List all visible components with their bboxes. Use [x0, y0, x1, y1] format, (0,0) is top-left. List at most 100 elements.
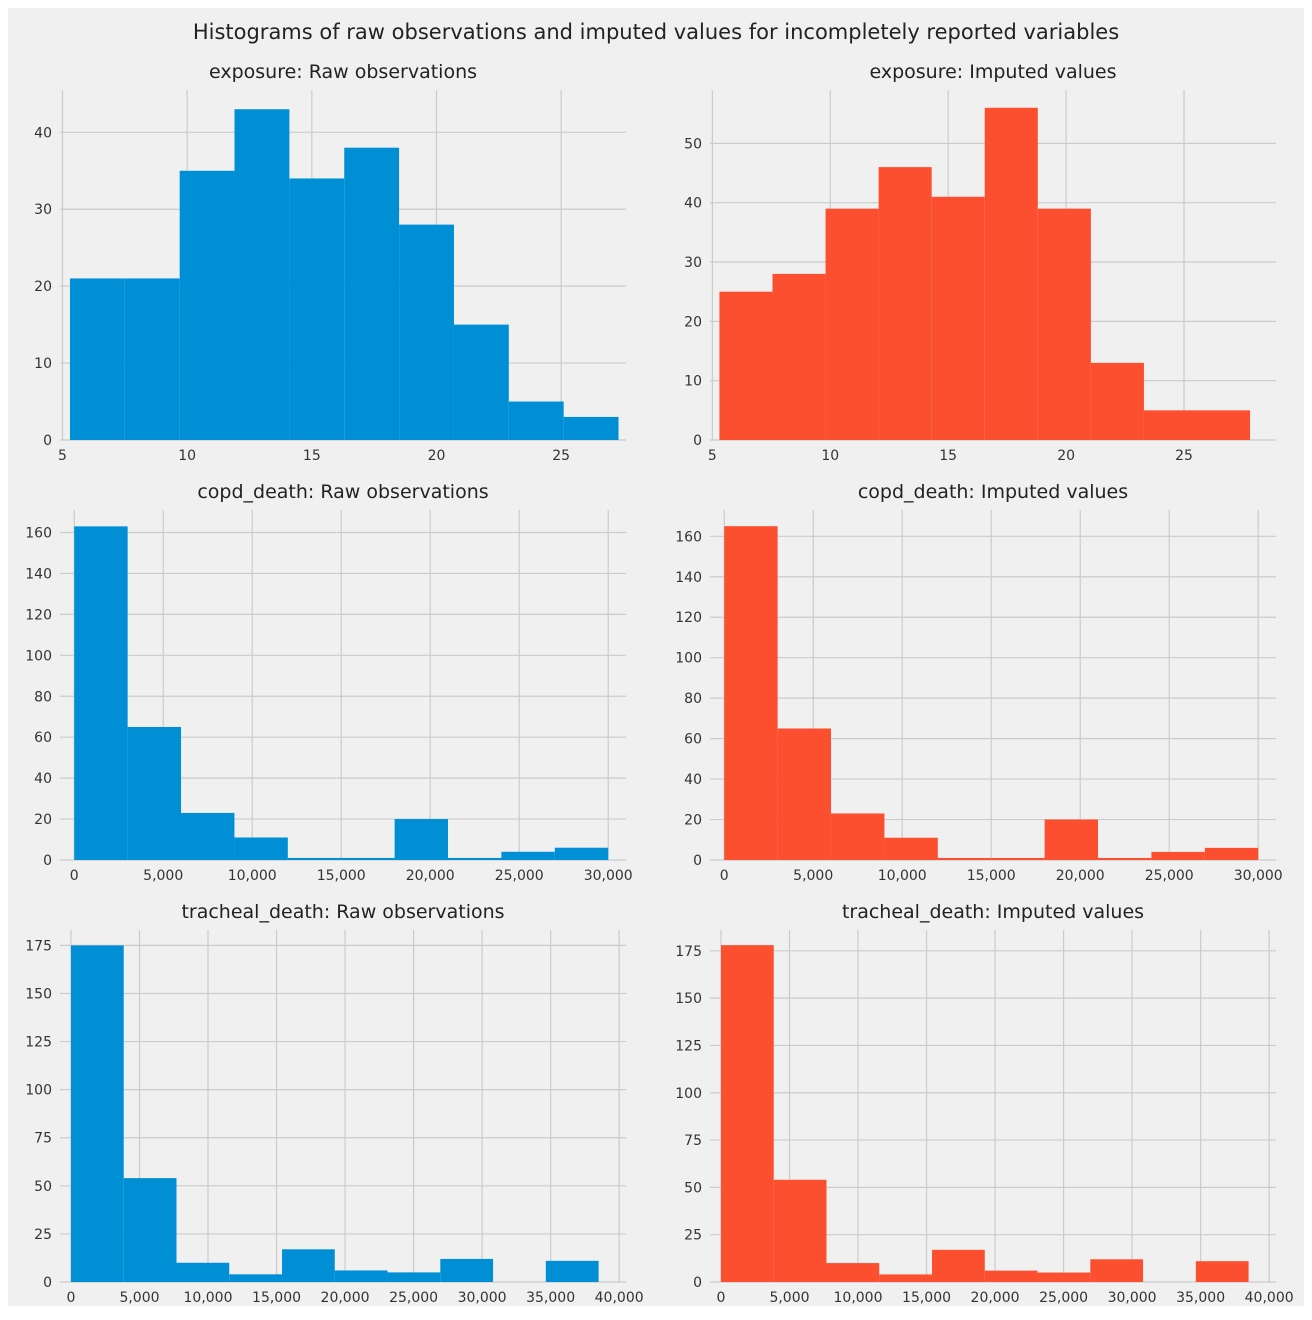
- histogram-bar: [234, 837, 288, 860]
- subplot-title: copd_death: Imputed values: [858, 481, 1128, 503]
- x-tick-label: 0: [67, 1290, 76, 1306]
- histogram-bar: [448, 857, 502, 860]
- histogram-bar: [289, 178, 345, 440]
- x-tick-label: 25: [552, 448, 570, 464]
- x-tick-label: 5: [58, 448, 67, 464]
- histogram-bar: [1204, 847, 1259, 860]
- x-tick-label: 30,000: [1234, 868, 1283, 884]
- x-tick-label: 15,000: [252, 1290, 301, 1306]
- histogram-bar: [1037, 208, 1091, 440]
- histogram-bar: [931, 196, 985, 440]
- histogram-bar: [554, 847, 609, 860]
- histogram-bar: [884, 837, 938, 860]
- y-tick-label: 60: [34, 730, 52, 746]
- x-tick-label: 5: [708, 448, 717, 464]
- y-tick-label: 80: [34, 689, 52, 705]
- histogram-bar: [1151, 851, 1205, 860]
- x-tick-label: 10: [178, 448, 196, 464]
- y-tick-label: 125: [25, 1035, 52, 1051]
- y-tick-label: 150: [675, 991, 702, 1007]
- histogram-bar: [984, 107, 1038, 441]
- subplot-6: 0 25 50 75 100 125 150 175 0 5,000 10,000 15,000 20,…: [675, 901, 1293, 1306]
- histogram-bar: [545, 1260, 599, 1282]
- histogram-bar: [282, 1249, 335, 1282]
- histogram-bar: [127, 726, 182, 860]
- x-tick-label: 15,000: [902, 1290, 951, 1306]
- subplot-3: 0 20 40 60 80 100 120 140 160 0 5,000 10,000 15,000 2…: [25, 481, 632, 884]
- histogram-bar: [334, 1270, 388, 1282]
- histogram-grid: 0 10 20 30 40 5 10 15 20 25 exposure: Raw observat…: [25, 61, 1293, 1306]
- histogram-bar: [341, 857, 395, 860]
- x-tick-label: 25,000: [1145, 868, 1194, 884]
- x-tick-label: 5,000: [769, 1290, 809, 1306]
- histogram-bar: [287, 857, 342, 860]
- x-tick-label: 35,000: [1176, 1290, 1225, 1306]
- histogram-bar: [399, 224, 454, 440]
- x-tick-label: 20,000: [321, 1290, 370, 1306]
- histogram-bar: [453, 324, 509, 440]
- x-tick-label: 40,000: [1245, 1290, 1294, 1306]
- x-tick-label: 20,000: [1056, 868, 1105, 884]
- y-tick-label: 25: [684, 1228, 702, 1244]
- x-tick-label: 20: [428, 448, 446, 464]
- x-tick-label: 25,000: [495, 868, 544, 884]
- subplot-5: 0 25 50 75 100 125 150 175 0 5,000 10,000 15,000 20,…: [25, 901, 643, 1306]
- y-tick-label: 50: [684, 136, 702, 152]
- y-tick-label: 60: [684, 732, 702, 748]
- histogram-bar: [1098, 857, 1152, 860]
- subplot-1: 0 10 20 30 40 5 10 15 20 25 exposure: Raw observat…: [34, 61, 626, 464]
- y-tick-label: 25: [34, 1227, 52, 1243]
- y-tick-label: 0: [693, 853, 702, 869]
- x-tick-label: 15,000: [317, 868, 366, 884]
- histogram-bar: [825, 208, 879, 440]
- histogram-bar: [720, 945, 774, 1282]
- subplot-4: 0 20 40 60 80 100 120 140 160 0 5,000 10,000 15,000 2…: [675, 481, 1282, 884]
- subplot-title: tracheal_death: Imputed values: [842, 901, 1144, 923]
- y-tick-label: 0: [693, 433, 702, 449]
- histogram-bar: [508, 401, 564, 440]
- y-tick-label: 100: [25, 1083, 52, 1099]
- y-tick-label: 0: [43, 1275, 52, 1291]
- x-tick-label: 0: [717, 1290, 726, 1306]
- x-tick-label: 25,000: [1039, 1290, 1088, 1306]
- y-tick-label: 40: [34, 125, 52, 141]
- subplot-2: 0 10 20 30 40 50 5 10 15 20 25 exposure: Imputed va…: [684, 61, 1276, 464]
- x-tick-label: 20: [1057, 448, 1075, 464]
- x-tick-label: 5,000: [143, 868, 183, 884]
- histogram-bar: [1044, 819, 1099, 860]
- histogram-bar: [878, 167, 932, 440]
- x-tick-label: 20,000: [406, 868, 455, 884]
- x-tick-label: 5,000: [793, 868, 833, 884]
- y-tick-label: 0: [43, 433, 52, 449]
- x-tick-label: 25: [1175, 448, 1193, 464]
- x-tick-label: 0: [70, 868, 79, 884]
- y-tick-label: 150: [25, 986, 52, 1002]
- histogram-bar: [773, 1179, 827, 1282]
- x-tick-label: 15: [939, 448, 957, 464]
- y-tick-label: 30: [684, 255, 702, 271]
- histogram-bar: [74, 526, 128, 860]
- y-tick-label: 160: [25, 526, 52, 542]
- y-tick-label: 0: [693, 1275, 702, 1291]
- histogram-bar: [1195, 1261, 1249, 1282]
- subplot-title: exposure: Imputed values: [870, 61, 1117, 83]
- y-tick-label: 10: [684, 374, 702, 390]
- histogram-bar: [879, 1274, 933, 1282]
- histogram-bar: [932, 1249, 985, 1282]
- histogram-bar: [70, 945, 124, 1282]
- histogram-bar: [344, 147, 400, 440]
- x-tick-label: 30,000: [1108, 1290, 1157, 1306]
- x-tick-label: 10,000: [228, 868, 277, 884]
- y-tick-label: 50: [684, 1180, 702, 1196]
- histogram-bar: [777, 728, 832, 860]
- y-tick-label: 75: [34, 1131, 52, 1147]
- histogram-bar: [387, 1272, 441, 1282]
- y-tick-label: 10: [34, 356, 52, 372]
- y-tick-label: 0: [43, 853, 52, 869]
- x-tick-label: 30,000: [584, 868, 633, 884]
- x-tick-label: 20,000: [971, 1290, 1020, 1306]
- histogram-bar: [937, 857, 992, 860]
- histogram-bar: [124, 278, 180, 440]
- y-tick-label: 160: [675, 529, 702, 545]
- histogram-bar: [826, 1263, 880, 1282]
